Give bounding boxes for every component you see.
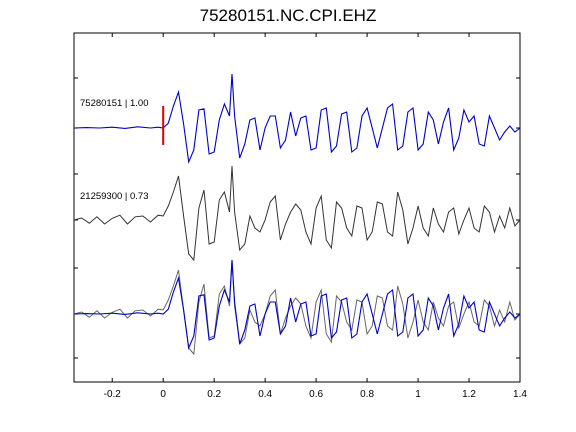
x-tick-label: 0 — [160, 389, 166, 400]
x-tick-label: 0.4 — [258, 389, 272, 400]
x-tick-label: 1 — [415, 389, 421, 400]
x-tick-label: 1.2 — [462, 389, 476, 400]
trace-group — [73, 73, 521, 356]
trace-main — [73, 73, 521, 165]
x-axis-ticks: -0.2 0 0.2 0.4 0.6 0.8 1 1.2 1.4 — [104, 33, 527, 400]
overlay-trace-main — [73, 259, 521, 351]
trace-reference — [73, 165, 521, 262]
x-tick-label: 0.6 — [309, 389, 323, 400]
x-tick-label: 1.4 — [513, 389, 527, 400]
trace-label-reference: 21259300 | 0.73 — [80, 191, 149, 202]
trace-labels: 75280151 | 1.00 21259300 | 0.73 — [80, 98, 149, 202]
x-tick-label: -0.2 — [104, 389, 122, 400]
plot-frame — [73, 32, 521, 383]
chart-title: 75280151.NC.CPI.EHZ — [199, 6, 377, 25]
x-tick-label: 0.2 — [207, 389, 221, 400]
trace-label-main: 75280151 | 1.00 — [80, 98, 149, 109]
overlay-trace-reference — [73, 259, 521, 356]
x-tick-label: 0.8 — [360, 389, 374, 400]
